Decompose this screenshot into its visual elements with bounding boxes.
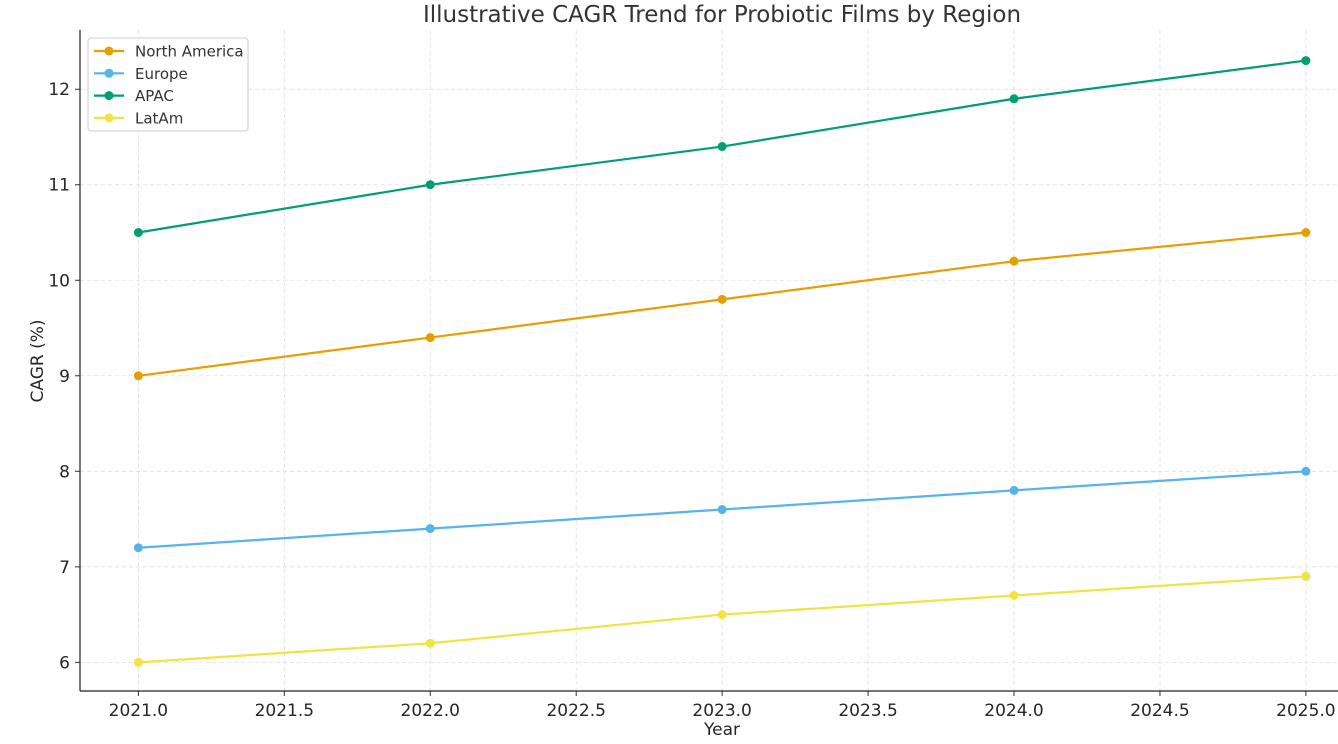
data-point-apac [717, 142, 727, 152]
y-tick-label: 9 [59, 367, 70, 387]
x-tick-label: 2021.0 [109, 701, 168, 721]
x-tick-label: 2025.0 [1276, 701, 1335, 721]
x-tick-label: 2024.0 [984, 701, 1043, 721]
data-point-europe [425, 524, 435, 534]
data-point-north-america [717, 294, 727, 304]
y-tick-label: 11 [48, 176, 70, 196]
data-point-latam [717, 610, 727, 620]
data-point-apac [1009, 94, 1019, 104]
data-point-north-america [425, 333, 435, 343]
data-point-latam [425, 638, 435, 648]
grid [80, 30, 1338, 691]
data-point-north-america [1301, 228, 1311, 238]
y-axis-label: CAGR (%) [28, 319, 48, 402]
series-lines [133, 56, 1311, 667]
data-point-latam [1301, 571, 1311, 581]
x-tick-label: 2023.0 [692, 701, 751, 721]
x-tick-label: 2022.5 [546, 701, 605, 721]
data-point-apac [1301, 56, 1311, 66]
data-point-apac [425, 180, 435, 190]
data-point-latam [133, 657, 143, 667]
legend-swatch-marker [104, 46, 114, 56]
data-point-north-america [1009, 256, 1019, 266]
data-point-europe [133, 543, 143, 553]
y-tick-label: 12 [48, 80, 70, 100]
data-point-north-america [133, 371, 143, 381]
data-point-europe [1301, 466, 1311, 476]
y-tick-label: 7 [59, 558, 70, 578]
legend-swatch-marker [104, 91, 114, 101]
legend: North America Europe APAC LatAm [87, 37, 249, 132]
legend-swatch-marker [104, 113, 114, 123]
x-tick-label: 2022.0 [401, 701, 460, 721]
y-tick-label: 10 [48, 271, 70, 291]
x-tick-label: 2023.5 [838, 701, 897, 721]
legend-box [87, 37, 249, 132]
x-axis-label: Year [703, 720, 740, 740]
data-point-europe [1009, 485, 1019, 495]
y-tick-label: 6 [59, 653, 70, 673]
y-tick-label: 8 [59, 462, 70, 482]
legend-label: LatAm [135, 109, 183, 127]
data-point-latam [1009, 590, 1019, 600]
data-point-apac [133, 228, 143, 238]
data-point-europe [717, 505, 727, 515]
legend-label: APAC [135, 87, 174, 105]
x-tick-label: 2021.5 [255, 701, 314, 721]
legend-label: Europe [135, 65, 188, 83]
legend-label: North America [135, 43, 244, 61]
legend-swatch-marker [104, 68, 114, 78]
x-tick-label: 2024.5 [1130, 701, 1189, 721]
chart-title: Illustrative CAGR Trend for Probiotic Fi… [423, 2, 1021, 28]
axes: 2021.0 2021.5 2022.0 2022.5 2023.0 2023.5 2024… [48, 30, 1338, 721]
